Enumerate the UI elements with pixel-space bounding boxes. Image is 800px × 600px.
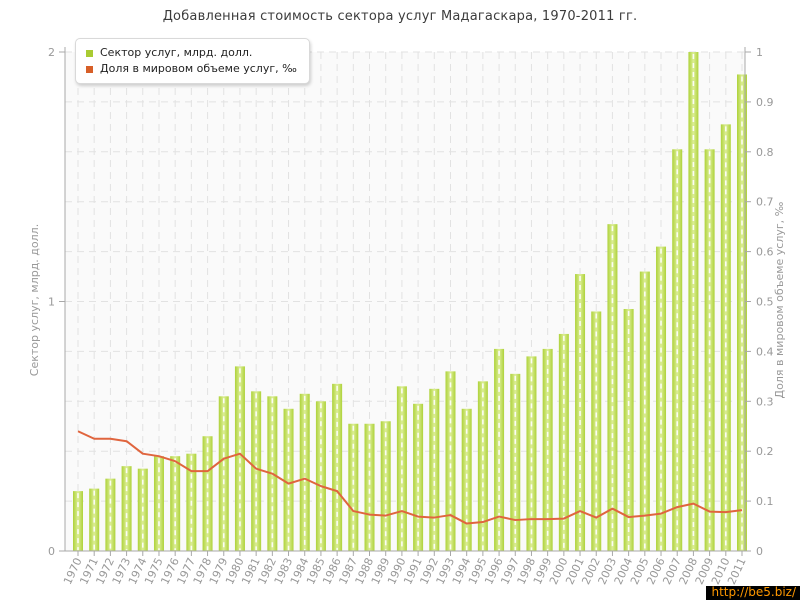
right-tick-label: 0.1 <box>756 495 774 508</box>
bar-2003[interactable] <box>607 224 618 551</box>
bar-series-swatch-icon <box>86 49 93 57</box>
legend-item-world-share[interactable]: Доля в мировом объеме услуг, ‰ <box>86 61 297 77</box>
bar-1991[interactable] <box>413 403 424 551</box>
chart-title: Добавленная стоимость сектора услуг Мада… <box>162 9 638 24</box>
share-line[interactable] <box>77 430 743 525</box>
bar-1989[interactable] <box>380 421 391 551</box>
left-tick-label: 1 <box>48 296 55 309</box>
left-tick-label: 2 <box>48 46 55 59</box>
bar-1972[interactable] <box>105 478 116 551</box>
right-tick-label: 0.7 <box>756 196 774 209</box>
y-axis-title-right: Доля в мировом объеме услуг, ‰ <box>773 201 786 398</box>
right-tick-label: 0.8 <box>756 146 774 159</box>
bar-1990[interactable] <box>396 386 407 551</box>
right-tick-label: 1 <box>756 46 763 59</box>
bar-1993[interactable] <box>445 371 456 551</box>
legend-label-services-sector: Сектор услуг, млрд. долл. <box>100 46 253 59</box>
right-tick-label: 0.4 <box>756 345 774 358</box>
bar-1997[interactable] <box>510 373 521 551</box>
bar-1983[interactable] <box>283 408 294 551</box>
bar-2006[interactable] <box>656 246 667 552</box>
bar-1981[interactable] <box>251 391 262 551</box>
right-tick-label: 0.6 <box>756 246 774 259</box>
left-tick-label: 0 <box>48 545 55 558</box>
bar-1994[interactable] <box>461 408 472 551</box>
right-tick-label: 0.2 <box>756 445 774 458</box>
right-tick-label: 0 <box>756 545 763 558</box>
bar-1988[interactable] <box>364 423 375 551</box>
bar-1987[interactable] <box>348 423 359 551</box>
right-tick-label: 0.5 <box>756 296 774 309</box>
legend-item-services-sector[interactable]: Сектор услуг, млрд. долл. <box>86 45 297 61</box>
watermark-link[interactable]: http://be5.biz/ <box>706 586 800 600</box>
bar-1992[interactable] <box>429 388 440 551</box>
legend-label-world-share: Доля в мировом объеме услуг, ‰ <box>100 62 297 75</box>
line-series-swatch-icon <box>86 65 93 73</box>
bar-1998[interactable] <box>526 356 537 551</box>
y-axis-title-left: Сектор услуг, млрд. долл. <box>28 224 41 376</box>
bar-2000[interactable] <box>558 333 569 551</box>
right-tick-label: 0.3 <box>756 395 774 408</box>
legend: Сектор услуг, млрд. долл. Доля в мировом… <box>75 38 310 84</box>
right-tick-label: 0.9 <box>756 96 774 109</box>
